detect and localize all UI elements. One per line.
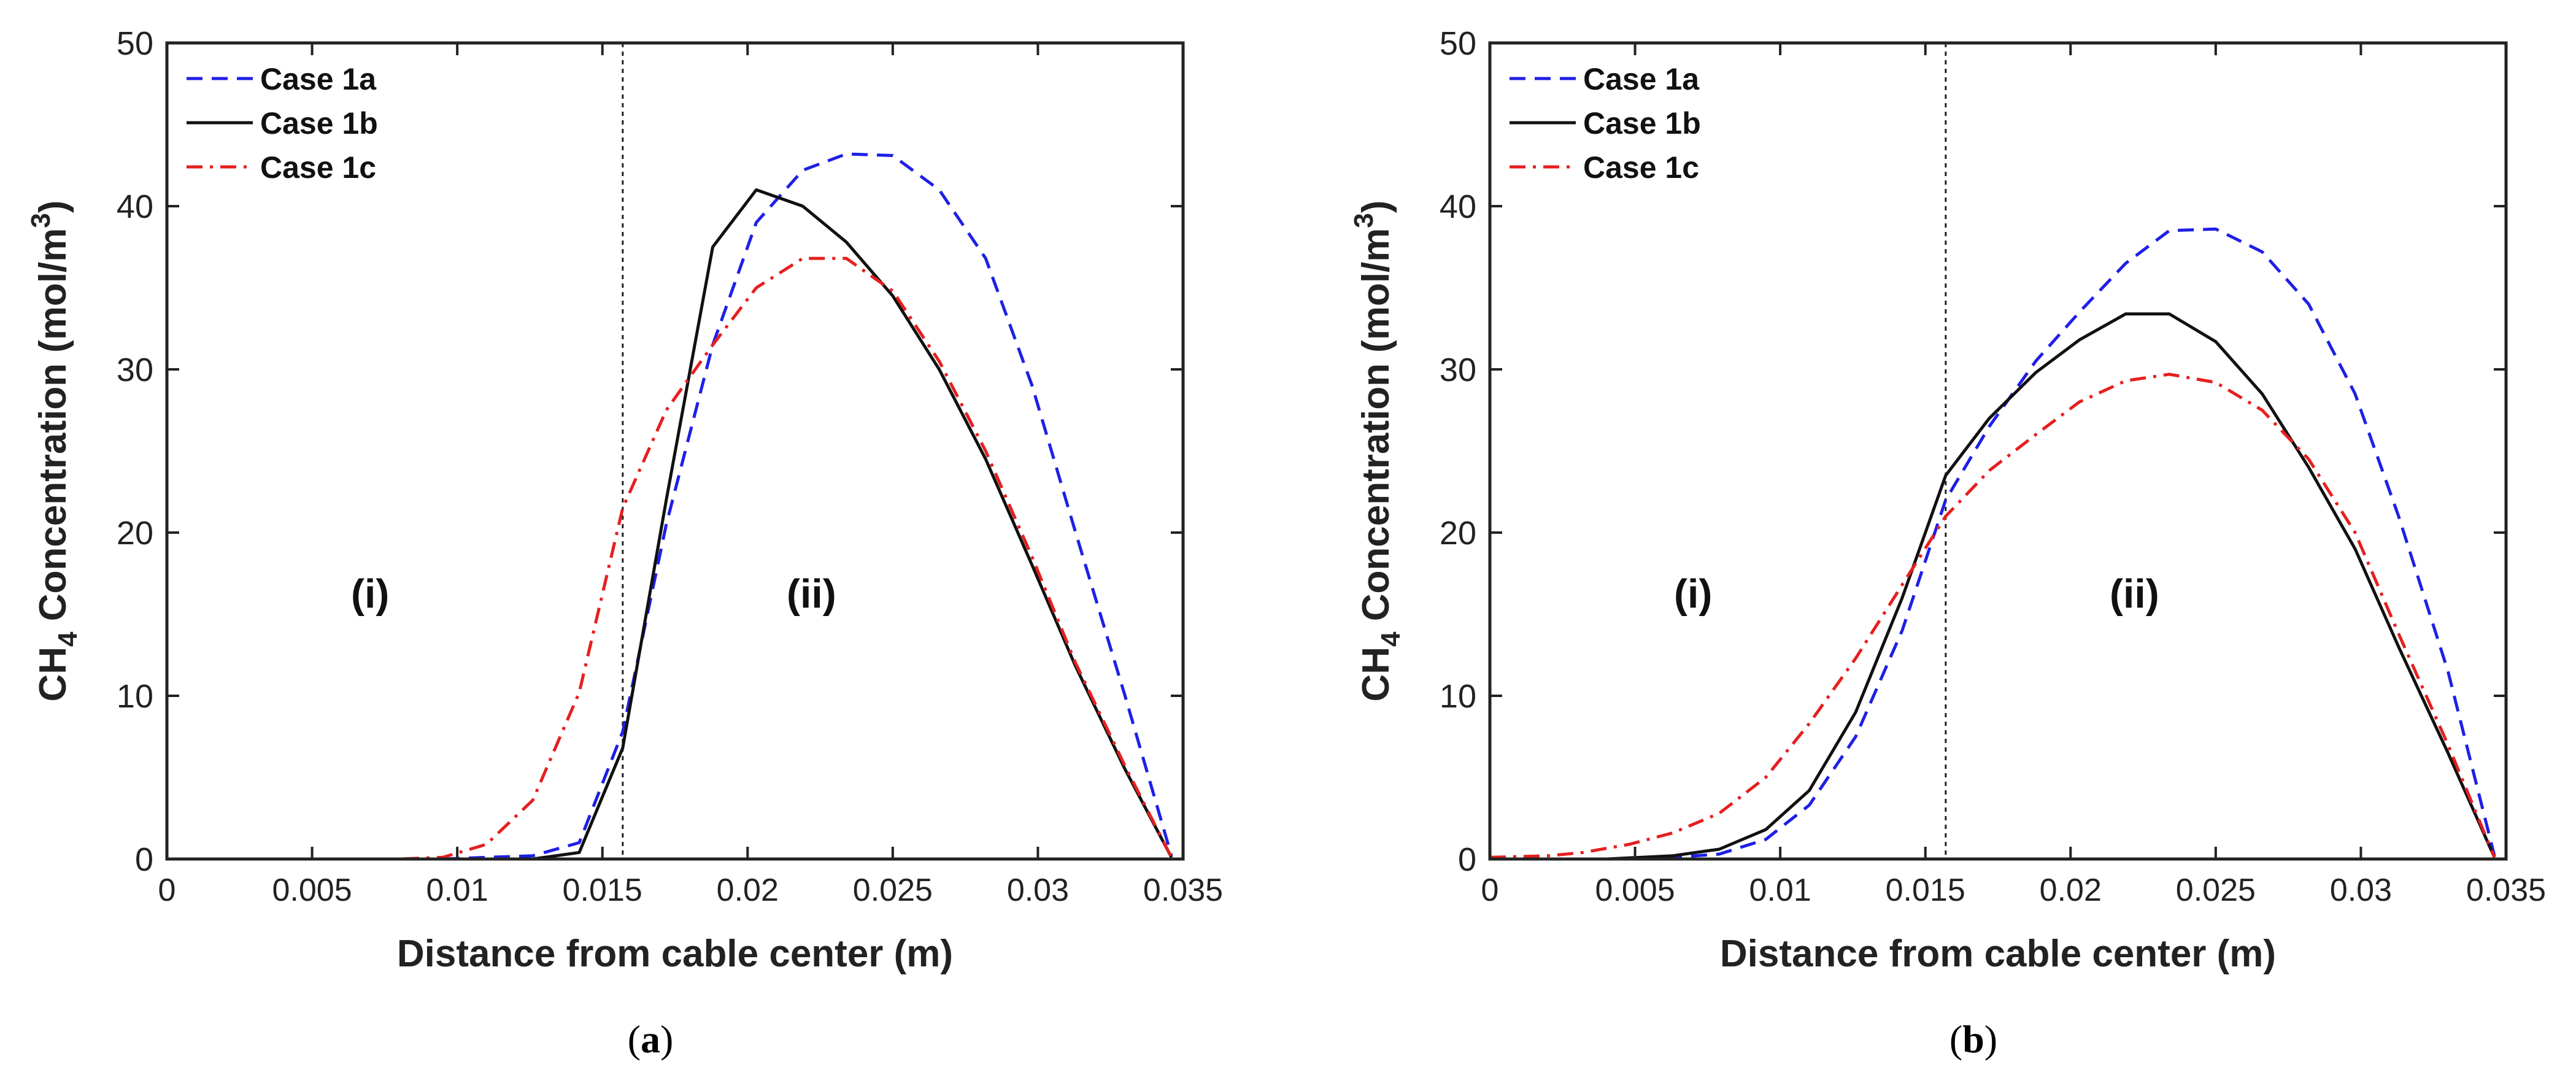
x-tick-label: 0.035 bbox=[2466, 873, 2546, 908]
x-tick-label: 0.01 bbox=[1749, 873, 1811, 908]
y-axis-label-subscript: 4 bbox=[53, 631, 83, 647]
legend-entry: Case 1b bbox=[1583, 106, 1701, 141]
y-tick-label: 0 bbox=[135, 841, 153, 878]
caption-letter: a bbox=[641, 1017, 660, 1061]
region-label: (i) bbox=[1674, 571, 1712, 616]
region-label: (i) bbox=[351, 571, 389, 616]
y-axis-label-superscript: 3 bbox=[26, 213, 56, 228]
x-tick-label: 0 bbox=[1481, 873, 1499, 908]
x-axis-label: Distance from cable center (m) bbox=[1720, 933, 2276, 975]
x-axis-label: Distance from cable center (m) bbox=[397, 933, 953, 975]
y-tick-label: 40 bbox=[117, 188, 153, 225]
x-tick-label: 0.02 bbox=[2040, 873, 2102, 908]
axes-frame bbox=[165, 41, 1185, 861]
region-label: (ii) bbox=[2110, 571, 2159, 616]
y-axis-label-part: CH bbox=[32, 647, 74, 702]
series-line-case-1c bbox=[1489, 372, 2496, 859]
y-axis-label-part: ) bbox=[1355, 200, 1397, 213]
x-tick-label: 0.025 bbox=[853, 873, 933, 908]
x-tick-label: 0.015 bbox=[563, 873, 642, 908]
legend-entry: Case 1a bbox=[260, 62, 377, 96]
x-tick-label: 0.015 bbox=[1886, 873, 1965, 908]
y-tick-label: 50 bbox=[117, 25, 153, 62]
axes-frame bbox=[1488, 41, 2508, 861]
chart-panel-a: 0 0.005 0.01 0.015 0.02 0.025 0.03 0.035 0 10 20 30… bbox=[26, 25, 1223, 1061]
x-tick-label: 0.01 bbox=[426, 873, 488, 908]
plot-area bbox=[1490, 43, 2506, 859]
y-tick-label: 30 bbox=[1440, 352, 1476, 388]
y-axis-label: CH4 Concentration (mol/m3) bbox=[1349, 200, 1406, 701]
legend-entry: Case 1c bbox=[1583, 150, 1699, 185]
y-axis-label: CH4 Concentration (mol/m3) bbox=[26, 200, 83, 701]
y-tick-label: 40 bbox=[1440, 188, 1476, 225]
chart-panel-b: 0 0.005 0.01 0.015 0.02 0.025 0.03 0.035 0 10 20 30… bbox=[1349, 25, 2546, 1061]
x-tick-label: 0.005 bbox=[272, 873, 352, 908]
region-label: (ii) bbox=[787, 571, 836, 616]
y-tick-label: 0 bbox=[1458, 841, 1476, 878]
x-tick-label: 0.03 bbox=[1007, 873, 1069, 908]
x-tick-label: 0.025 bbox=[2176, 873, 2256, 908]
x-tick-label: 0.02 bbox=[717, 873, 779, 908]
y-axis-label-subscript: 4 bbox=[1376, 631, 1406, 647]
x-tick-label: 0.005 bbox=[1595, 873, 1675, 908]
x-tick-label: 0.03 bbox=[2330, 873, 2392, 908]
caption-letter: b bbox=[1962, 1017, 1984, 1061]
x-tick-label: 0.035 bbox=[1143, 873, 1223, 908]
y-axis-label-part: ) bbox=[32, 200, 74, 213]
panel-caption: (a) bbox=[628, 1017, 674, 1061]
y-axis-label-part: Concentration (mol/m bbox=[1355, 228, 1397, 632]
caption-paren: ) bbox=[1984, 1017, 1997, 1061]
legend-entry: Case 1c bbox=[260, 150, 376, 185]
y-axis-label-part: CH bbox=[1355, 647, 1397, 702]
legend-entry: Case 1b bbox=[260, 106, 378, 141]
y-tick-label: 10 bbox=[1440, 678, 1476, 715]
y-tick-label: 20 bbox=[1440, 515, 1476, 552]
y-tick-label: 30 bbox=[117, 352, 153, 388]
y-axis-label-superscript: 3 bbox=[1349, 213, 1379, 228]
y-tick-label: 10 bbox=[117, 678, 153, 715]
y-axis-label-part: Concentration (mol/m bbox=[32, 228, 74, 632]
legend-entry: Case 1a bbox=[1583, 62, 1700, 96]
caption-paren: ) bbox=[660, 1017, 673, 1061]
series-line-case-1b bbox=[1490, 312, 2496, 861]
panel-caption: (b) bbox=[1949, 1017, 1997, 1061]
y-tick-label: 20 bbox=[117, 515, 153, 552]
caption-paren: ( bbox=[1949, 1017, 1962, 1061]
x-tick-label: 0 bbox=[158, 873, 176, 908]
y-tick-label: 50 bbox=[1440, 25, 1476, 62]
caption-paren: ( bbox=[628, 1017, 641, 1061]
